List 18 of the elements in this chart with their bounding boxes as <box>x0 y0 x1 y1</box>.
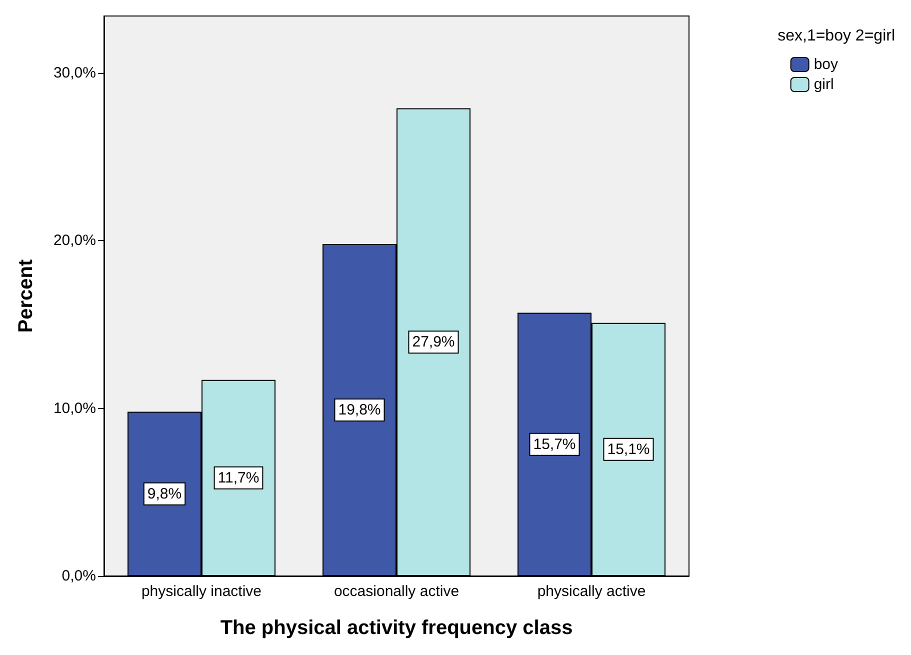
x-axis-title: The physical activity frequency class <box>220 617 573 639</box>
y-tick-label: 30,0% <box>53 64 96 82</box>
x-tick-label: physically active <box>537 583 646 600</box>
legend-label: boy <box>814 56 838 73</box>
data-label: 15,7% <box>533 436 576 453</box>
y-tick-label: 20,0% <box>53 232 96 250</box>
x-tick-label: occasionally active <box>334 583 460 600</box>
data-label: 15,1% <box>607 440 650 458</box>
x-tick-label: physically inactive <box>141 583 262 600</box>
legend-title: sex,1=boy 2=girl <box>778 28 895 44</box>
y-tick-label: 10,0% <box>53 400 96 417</box>
y-tick-label: 0,0% <box>62 568 96 584</box>
legend-label: girl <box>814 76 834 93</box>
data-label: 9,8% <box>147 485 182 502</box>
data-label: 11,7% <box>218 469 260 486</box>
data-label: 19,8% <box>338 402 381 419</box>
y-axis-title: Percent <box>15 258 37 333</box>
data-label: 27,9% <box>412 334 455 351</box>
